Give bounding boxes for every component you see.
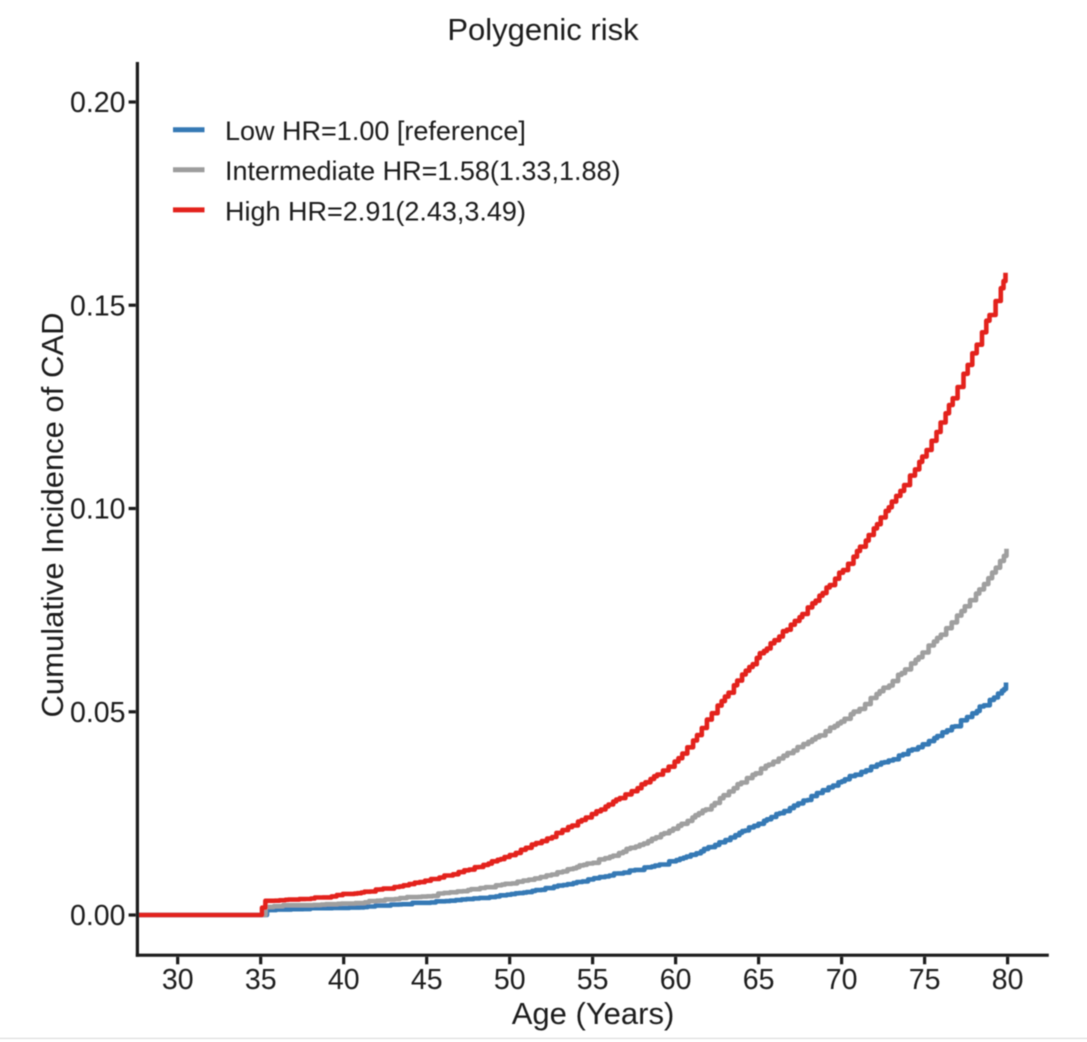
svg-text:0.20: 0.20 <box>70 87 125 119</box>
svg-text:0.00: 0.00 <box>70 900 125 932</box>
svg-text:30: 30 <box>162 964 194 996</box>
svg-text:70: 70 <box>826 964 858 996</box>
svg-text:55: 55 <box>577 964 609 996</box>
svg-text:50: 50 <box>494 964 526 996</box>
svg-text:Intermediate HR=1.58(1.33,1.88: Intermediate HR=1.58(1.33,1.88) <box>225 156 620 186</box>
svg-text:45: 45 <box>411 964 443 996</box>
svg-text:75: 75 <box>909 964 941 996</box>
svg-text:Low HR=1.00 [reference]: Low HR=1.00 [reference] <box>225 116 526 146</box>
svg-text:High HR=2.91(2.43,3.49): High HR=2.91(2.43,3.49) <box>225 196 526 226</box>
svg-text:0.15: 0.15 <box>70 290 125 322</box>
svg-text:Cumulative Incidence of CAD: Cumulative Incidence of CAD <box>35 313 70 718</box>
svg-text:0.05: 0.05 <box>70 697 125 729</box>
svg-text:40: 40 <box>328 964 360 996</box>
svg-text:80: 80 <box>992 964 1024 996</box>
svg-text:Age (Years): Age (Years) <box>512 996 675 1031</box>
svg-text:0.10: 0.10 <box>70 494 125 526</box>
svg-text:35: 35 <box>245 964 277 996</box>
svg-text:Polygenic risk: Polygenic risk <box>447 12 639 47</box>
svg-text:60: 60 <box>660 964 692 996</box>
svg-text:65: 65 <box>743 964 775 996</box>
